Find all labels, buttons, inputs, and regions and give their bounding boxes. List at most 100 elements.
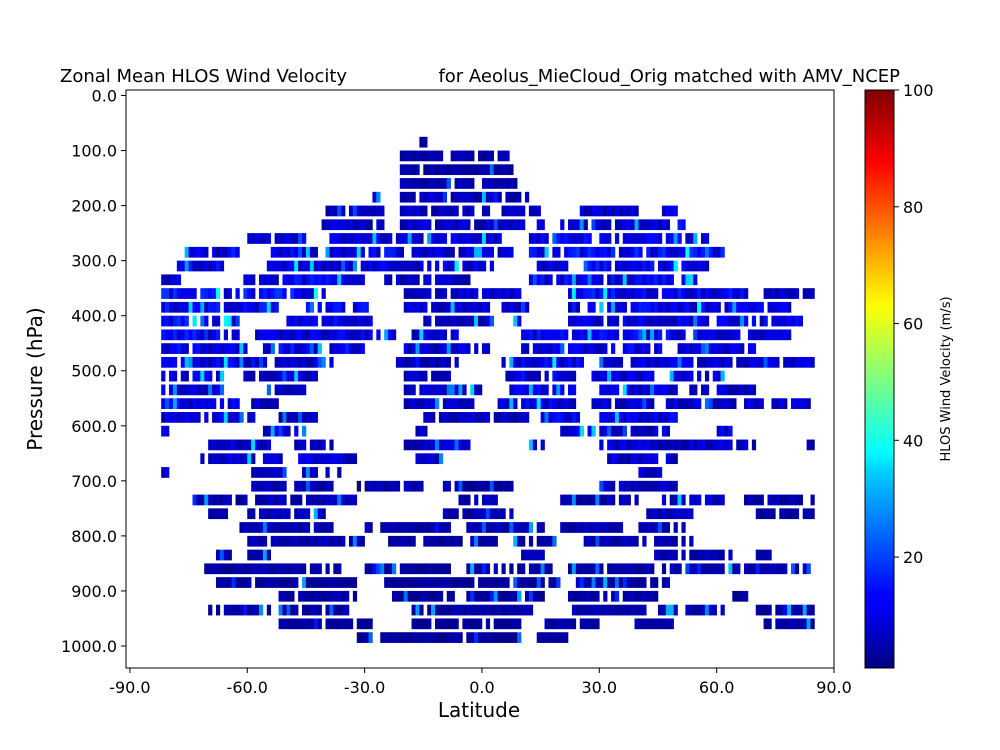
heatmap-cell xyxy=(219,260,225,272)
heatmap-cell xyxy=(724,343,729,354)
heatmap-cell xyxy=(438,288,444,299)
heatmap-cell xyxy=(532,356,538,368)
heatmap-cell xyxy=(654,618,659,630)
heatmap-cell xyxy=(309,439,315,451)
heatmap-cell xyxy=(176,343,182,354)
heatmap-cell xyxy=(564,494,569,506)
heatmap-cell xyxy=(368,563,373,575)
heatmap-cell xyxy=(751,315,757,327)
heatmap-cell xyxy=(423,356,428,368)
heatmap-cell xyxy=(352,315,358,327)
heatmap-cell xyxy=(352,329,358,341)
heatmap-cell xyxy=(243,563,248,575)
heatmap-cell xyxy=(798,398,804,409)
heatmap-cell xyxy=(693,398,698,409)
heatmap-cell xyxy=(716,384,721,396)
heatmap-cell xyxy=(544,563,549,575)
heatmap-cell xyxy=(321,329,326,341)
heatmap-cell xyxy=(501,604,506,616)
heatmap-cell xyxy=(235,494,240,506)
heatmap-cell xyxy=(704,356,710,368)
heatmap-cell xyxy=(368,246,373,258)
heatmap-cell xyxy=(568,356,573,368)
heatmap-cell xyxy=(501,618,506,630)
heatmap-cell xyxy=(638,439,643,451)
heatmap-cell xyxy=(415,439,420,451)
heatmap-cell xyxy=(669,274,674,286)
heatmap-cell xyxy=(630,343,635,354)
heatmap-cell xyxy=(607,246,612,258)
heatmap-cell xyxy=(309,301,315,313)
heatmap-cell xyxy=(665,604,671,616)
heatmap-cell xyxy=(603,370,608,382)
heatmap-cell xyxy=(689,246,694,258)
heatmap-cell xyxy=(669,535,674,547)
heatmap-cell xyxy=(466,522,471,533)
heatmap-cell xyxy=(599,384,604,396)
heatmap-cell xyxy=(302,356,307,368)
heatmap-cell xyxy=(278,494,283,506)
heatmap-cell xyxy=(313,467,318,478)
heatmap-cell xyxy=(689,384,694,396)
y-tick-label: 500.0 xyxy=(71,362,117,381)
heatmap-cell xyxy=(568,563,573,575)
heatmap-cell xyxy=(165,467,170,478)
heatmap-cell xyxy=(650,315,655,327)
heatmap-cell xyxy=(693,260,698,272)
heatmap-cell xyxy=(169,315,174,327)
heatmap-cell xyxy=(348,453,354,465)
heatmap-cell xyxy=(302,370,307,382)
heatmap-cell xyxy=(294,329,299,341)
heatmap-cell xyxy=(505,632,510,643)
heatmap-cell xyxy=(446,246,451,258)
heatmap-cell xyxy=(298,356,303,368)
heatmap-cell xyxy=(258,301,264,313)
heatmap-cell xyxy=(587,205,592,217)
heatmap-cell xyxy=(419,136,424,148)
heatmap-cell xyxy=(411,522,416,533)
heatmap-cell xyxy=(685,343,690,354)
heatmap-cell xyxy=(431,178,436,189)
heatmap-cell xyxy=(697,398,702,409)
heatmap-cell xyxy=(716,315,721,327)
heatmap-cell xyxy=(407,233,412,244)
heatmap-cell xyxy=(450,150,455,162)
heatmap-cell xyxy=(219,508,225,520)
heatmap-cell xyxy=(204,288,209,299)
heatmap-cell xyxy=(603,522,608,533)
heatmap-cell xyxy=(251,301,256,313)
heatmap-cell xyxy=(611,522,616,533)
heatmap-cell xyxy=(419,590,424,602)
heatmap-cell xyxy=(536,219,541,231)
heatmap-cell xyxy=(356,246,361,258)
heatmap-cell xyxy=(262,329,268,341)
heatmap-cell xyxy=(626,590,631,602)
heatmap-cell xyxy=(790,356,796,368)
heatmap-cell xyxy=(176,384,182,396)
heatmap-cell xyxy=(290,604,295,616)
heatmap-cell xyxy=(595,370,600,382)
heatmap-cell xyxy=(345,246,350,258)
heatmap-cell xyxy=(505,288,510,299)
heatmap-cell xyxy=(802,604,807,616)
heatmap-cell xyxy=(501,356,506,368)
heatmap-cell xyxy=(333,274,338,286)
heatmap-cell xyxy=(438,205,444,217)
heatmap-cell xyxy=(266,467,272,478)
heatmap-cell xyxy=(536,246,541,258)
heatmap-cell xyxy=(509,618,514,630)
heatmap-cell xyxy=(564,370,569,382)
heatmap-cell xyxy=(657,233,663,244)
heatmap-cell xyxy=(274,467,279,478)
heatmap-cell xyxy=(286,329,291,341)
heatmap-cell xyxy=(489,577,494,588)
heatmap-cell xyxy=(215,549,221,561)
heatmap-cell xyxy=(693,343,698,354)
heatmap-cell xyxy=(294,604,299,616)
heatmap-cell xyxy=(787,315,792,327)
heatmap-cell xyxy=(196,412,201,423)
heatmap-cell xyxy=(708,494,714,506)
heatmap-cell xyxy=(423,343,428,354)
heatmap-cell xyxy=(677,356,682,368)
heatmap-cell xyxy=(294,370,299,382)
